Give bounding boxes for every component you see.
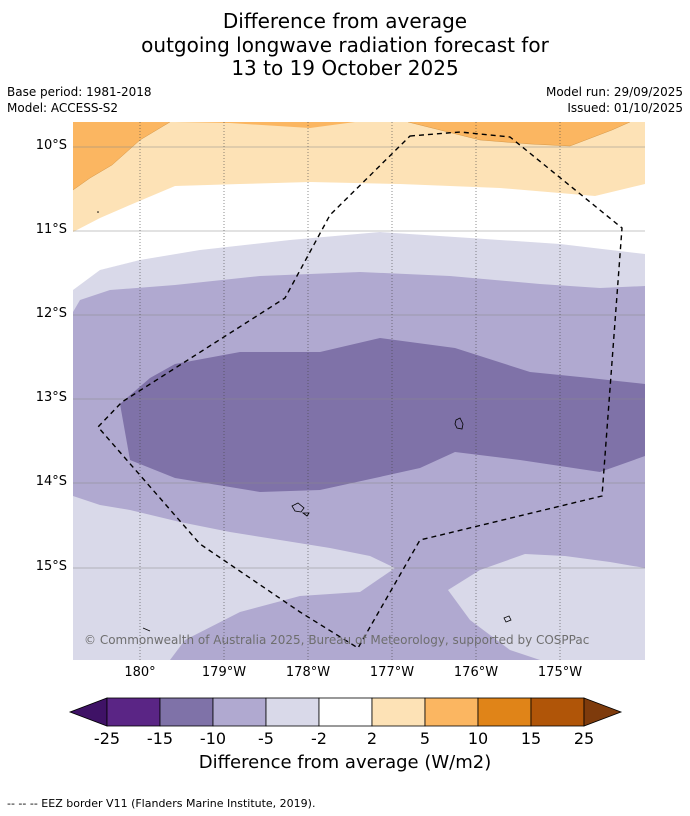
title-line-2: outgoing longwave radiation forecast for bbox=[141, 33, 549, 57]
colorbar-swatch-minus25-minus15 bbox=[106, 697, 161, 727]
islet-northwest bbox=[97, 211, 99, 213]
island-southeast bbox=[503, 615, 512, 623]
lat-label-15s: 15°S bbox=[35, 559, 67, 574]
islet-southwest bbox=[142, 627, 151, 632]
colorbar-swatch-minus2-2 bbox=[318, 697, 373, 727]
lon-label-177w: 177°W bbox=[369, 665, 415, 680]
lat-label-13s: 13°S bbox=[35, 390, 67, 405]
lon-label-179w: 179°W bbox=[201, 665, 247, 680]
colorbar-swatch-minus15-minus10 bbox=[159, 697, 214, 727]
colorbar-tick-25: 25 bbox=[573, 729, 595, 748]
lat-label-12s: 12°S bbox=[35, 306, 67, 321]
contour-band-5-10-northeast bbox=[408, 122, 630, 146]
colorbar-tick-10: 10 bbox=[467, 729, 489, 748]
colorbar-swatch-minus10-minus5 bbox=[212, 697, 267, 727]
colorbar-title: Difference from average (W/m2) bbox=[198, 752, 492, 773]
graticule bbox=[73, 146, 645, 569]
colorbar-tick-minus2: -2 bbox=[311, 729, 327, 748]
colorbar-tick-5: 5 bbox=[419, 729, 431, 748]
eez-border bbox=[97, 131, 623, 649]
title-line-1: Difference from average bbox=[222, 9, 468, 33]
contour-band-5-10-west bbox=[73, 122, 170, 190]
colorbar-tick-minus15: -15 bbox=[146, 729, 174, 748]
lat-label-11s: 11°S bbox=[35, 222, 67, 237]
model-run: Model run: 29/09/2025 bbox=[545, 85, 683, 99]
colorbar-tick-2: 2 bbox=[366, 729, 378, 748]
island-east bbox=[454, 417, 464, 430]
lon-label-175w: 175°W bbox=[537, 665, 583, 680]
lat-label-14s: 14°S bbox=[35, 474, 67, 489]
contour-band-minus15-minus10 bbox=[120, 338, 645, 492]
lat-label-10s: 10°S bbox=[35, 138, 67, 153]
colorbar-swatch-minus5-minus2 bbox=[265, 697, 320, 727]
colorbar-tick-15: 15 bbox=[520, 729, 542, 748]
lon-label-178w: 178°W bbox=[285, 665, 331, 680]
colorbar-swatch-2-5 bbox=[371, 697, 426, 727]
colorbar-tick-minus10: -10 bbox=[199, 729, 227, 748]
colorbar-arrow-high bbox=[583, 697, 623, 727]
anomaly-contours bbox=[73, 122, 645, 660]
lon-label-176w: 176°W bbox=[453, 665, 499, 680]
colorbar-swatch-15-25 bbox=[530, 697, 585, 727]
title-line-3: 13 to 19 October 2025 bbox=[231, 56, 459, 80]
model-name: Model: ACCESS-S2 bbox=[7, 101, 119, 115]
island-south bbox=[291, 502, 305, 513]
issued-date: Issued: 01/10/2025 bbox=[567, 101, 683, 115]
colorbar bbox=[68, 697, 623, 727]
lon-label-180: 180° bbox=[124, 665, 156, 680]
colorbar-swatch-5-10 bbox=[424, 697, 479, 727]
colorbar-tick-minus5: -5 bbox=[258, 729, 274, 748]
contour-band-2-5 bbox=[73, 122, 645, 232]
colorbar-swatch-10-15 bbox=[477, 697, 532, 727]
colorbar-tick-minus25: -25 bbox=[93, 729, 121, 748]
base-period: Base period: 1981-2018 bbox=[7, 85, 152, 99]
copyright-credit: © Commonwealth of Australia 2025, Bureau… bbox=[84, 633, 590, 647]
colorbar-arrow-low bbox=[68, 697, 108, 727]
eez-footnote: -- -- -- EEZ border V11 (Flanders Marine… bbox=[7, 797, 316, 810]
contour-band-5-10-north bbox=[175, 122, 355, 128]
islet-south bbox=[301, 512, 310, 517]
